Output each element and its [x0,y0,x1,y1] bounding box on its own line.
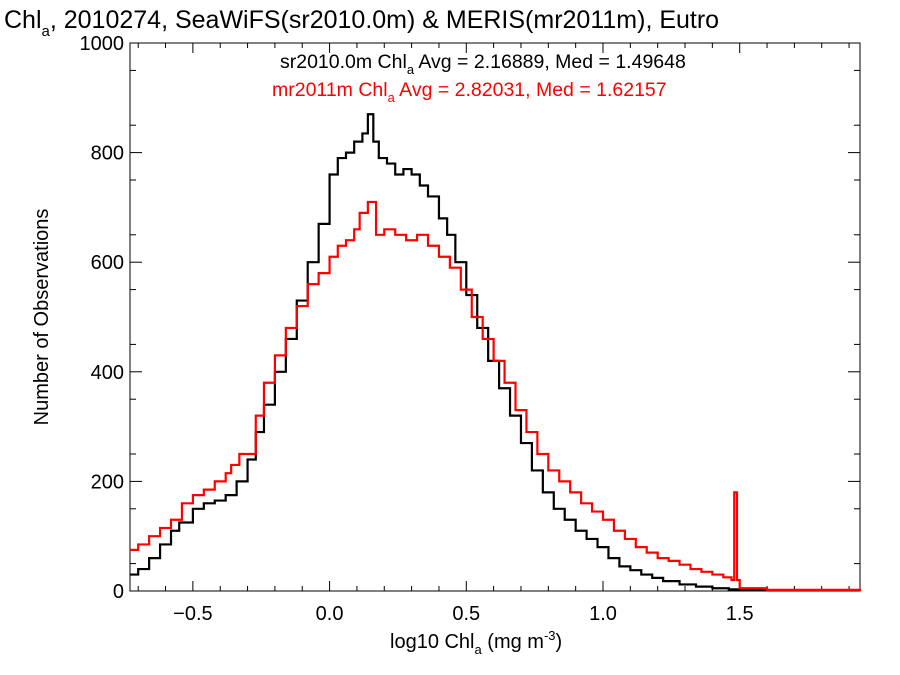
legend-mr2011-subscript: a [388,90,396,105]
y-tick-label: 0 [113,581,124,603]
legend-mr2011-name: mr2011m Chl [272,79,388,101]
y-tick-label: 400 [91,362,124,384]
x-axis-label-subscript: a [475,642,483,657]
x-axis-label-unit-close: ) [556,631,563,653]
y-tick-label: 800 [91,143,124,165]
x-tick-label: −0.5 [173,603,212,625]
x-tick-label: 0.0 [316,603,344,625]
legend-mr2011-stats: Avg = 2.82031, Med = 1.62157 [395,79,667,101]
x-tick-label: 1.0 [589,603,617,625]
chart-title: Chla, 2010274, SeaWiFS(sr2010.0m) & MERI… [4,6,719,40]
legend-entry-mr2011: mr2011m Chla Avg = 2.82031, Med = 1.6215… [272,79,667,105]
x-tick-label: 0.5 [452,603,480,625]
y-axis-label: Number of Observations [31,209,53,426]
x-axis-label-superscript: -3 [544,628,556,643]
axis-tick-labels: −0.5 0.0 0.5 1.0 1.5 0 200 400 600 800 1000 [80,33,754,625]
x-axis-label-unit: (mg m [482,631,544,653]
chart-title-rest: , 2010274, SeaWiFS(sr2010.0m) & MERIS(mr… [50,6,719,34]
series-line-mr2011m [130,200,862,591]
y-tick-label: 600 [91,252,124,274]
x-tick-label: 1.5 [726,603,754,625]
chart-title-subscript: a [42,23,51,40]
legend-sr2010-stats: Avg = 2.16889, Med = 1.49648 [414,51,686,73]
series-group [130,113,862,592]
x-axis-label-prefix: log10 Chl [390,631,475,653]
chart-title-prefix: Chl [4,6,42,34]
legend-entry-sr2010: sr2010.0m Chla Avg = 2.16889, Med = 1.49… [280,51,686,77]
legend-sr2010-name: sr2010.0m Chl [280,51,407,73]
plot-frame [129,42,861,592]
y-tick-label: 200 [91,471,124,493]
y-tick-label: 1000 [80,33,125,55]
legend-sr2010-subscript: a [407,62,415,77]
axis-ticks [130,42,860,592]
x-axis-label: log10 Chla (mg m-3) [390,628,562,657]
series-line-sr2010-0m [130,113,862,592]
